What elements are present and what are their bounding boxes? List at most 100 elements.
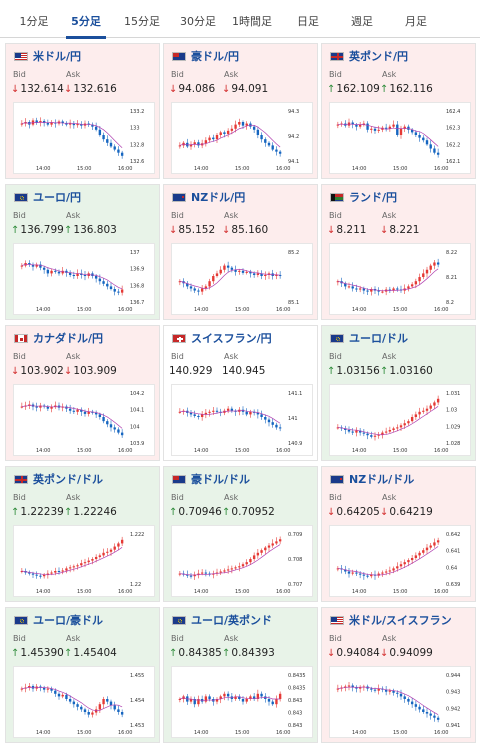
rate-card[interactable]: ユーロ/ドル Bid Ask ↑1.03156 ↑1.03160 1.031 1.03 1.0… [321, 325, 476, 461]
tab-1hour[interactable]: 1時間足 [232, 15, 272, 28]
rate-card[interactable]: ユーロ/豪ドル Bid Ask ↑1.45390 ↑1.45404 1.455 1.454 1… [5, 607, 160, 743]
candle-body [215, 273, 219, 276]
candle-body [223, 265, 226, 270]
au-flag-icon [172, 52, 186, 61]
candlestick-chart[interactable]: 1.031 1.03 1.029 1.028 14:00 15:00 16:00 [329, 384, 471, 456]
y-tick-label: 1.029 [446, 424, 460, 430]
candle-body [436, 152, 440, 155]
candlestick-chart[interactable]: 8.22 8.21 8.2 14:00 15:00 16:00 [329, 243, 471, 315]
candlestick-chart[interactable]: 0.8435 0.8435 0.843 0.843 0.843 14:00 15:00 16:… [171, 666, 313, 738]
bid-value: ↓0.64205 [327, 506, 380, 518]
candle-body [351, 572, 354, 574]
ca-flag-icon [14, 334, 28, 343]
tab-daily[interactable]: 日足 [297, 15, 319, 28]
y-tick-label: 132.8 [130, 142, 144, 148]
candle-body [347, 685, 351, 687]
candle-body [344, 686, 347, 688]
currency-pair-link[interactable]: ユーロ/円 [33, 191, 82, 204]
eu-flag-icon [330, 334, 344, 343]
candle-body [83, 411, 87, 414]
tab-weekly[interactable]: 週足 [351, 15, 373, 28]
currency-pair-link[interactable]: カナダドル/円 [33, 332, 104, 345]
candlestick-chart[interactable]: 0.709 0.708 0.707 14:00 15:00 16:00 [171, 525, 313, 597]
candle-body [433, 262, 436, 266]
bid-value: ↓8.211 [327, 224, 366, 236]
ask-label: Ask [382, 352, 397, 361]
currency-pair-link[interactable]: 米ドル/円 [33, 50, 82, 63]
rate-card[interactable]: ユーロ/英ポンド Bid Ask ↑0.84385 ↑0.84393 0.8435 0.84… [163, 607, 318, 743]
currency-pair-link[interactable]: ユーロ/ドル [349, 332, 409, 345]
candlestick-chart[interactable]: 0.944 0.943 0.942 0.941 14:00 15:00 16:00 [329, 666, 471, 738]
candle-body [91, 124, 94, 127]
candle-body [249, 411, 252, 415]
currency-pair-link[interactable]: ユーロ/英ポンド [191, 614, 273, 627]
candlestick-chart[interactable]: 162.4 162.3 162.2 162.1 14:00 15:00 16:00 [329, 102, 471, 174]
y-tick-label: 141 [288, 416, 298, 422]
currency-pair-link[interactable]: NZドル/ドル [349, 473, 415, 486]
candlestick-chart[interactable]: 137 136.9 136.8 136.7 14:00 15:00 16:00 [13, 243, 155, 315]
bid-label: Bid [329, 493, 342, 502]
up-arrow-icon: ↑ [380, 366, 389, 377]
bid-value: ↑1.22239 [11, 506, 64, 518]
y-tick-label: 141.1 [288, 391, 302, 397]
bid-value: ↓0.94084 [327, 647, 380, 659]
candle-body [204, 696, 208, 702]
rate-card[interactable]: 英ポンド/ドル Bid Ask ↑1.22239 ↑1.22246 1.222 1.22 14… [5, 466, 160, 602]
rate-card[interactable]: 豪ドル/円 Bid Ask ↓94.086 ↓94.091 94.3 94.2 94.1 14:… [163, 43, 318, 179]
rate-card[interactable]: NZドル/ドル Bid Ask ↓0.64205 ↓0.64219 0.642 0.641 0… [321, 466, 476, 602]
currency-pair-link[interactable]: 豪ドル/ドル [191, 473, 251, 486]
currency-pair-link[interactable]: 米ドル/スイスフラン [349, 614, 452, 627]
rate-card[interactable]: 英ポンド/円 Bid Ask ↑162.109 ↑162.116 162.4 162.3 16… [321, 43, 476, 179]
currency-pair-link[interactable]: NZドル/円 [191, 191, 246, 204]
ask-value-text: 0.84393 [231, 647, 275, 659]
currency-pair-link[interactable]: ユーロ/豪ドル [33, 614, 104, 627]
tab-monthly[interactable]: 月足 [405, 15, 427, 28]
candle-body [425, 408, 429, 411]
tab-5min[interactable]: 5分足 [60, 0, 112, 39]
currency-pair-link[interactable]: 豪ドル/円 [191, 50, 240, 63]
rate-card[interactable]: 豪ドル/ドル Bid Ask ↑0.70946 ↑0.70952 0.709 0.708 0.… [163, 466, 318, 602]
candle-body [347, 286, 351, 288]
candle-body [436, 717, 440, 720]
candlestick-chart[interactable]: 133.2 133 132.8 132.6 14:00 15:00 16:00 [13, 102, 155, 174]
candle-body [219, 571, 222, 573]
ask-label: Ask [382, 634, 397, 643]
rate-card[interactable]: ユーロ/円 Bid Ask ↑136.799 ↑136.803 137 136.9 136.8… [5, 184, 160, 320]
x-tick-label: 16:00 [276, 307, 290, 313]
tab-30min[interactable]: 30分足 [180, 15, 216, 28]
rate-card[interactable]: スイスフラン/円 Bid Ask 140.929 140.945 141.1 141 140.… [163, 325, 318, 461]
candle-body [87, 712, 90, 715]
candle-body [425, 140, 429, 145]
chart-svg: 133.2 133 132.8 132.6 14:00 15:00 16:00 [20, 109, 144, 172]
candlestick-chart[interactable]: 0.642 0.641 0.64 0.639 14:00 15:00 16:00 [329, 525, 471, 597]
tab-15min[interactable]: 15分足 [124, 15, 160, 28]
chart-svg: 1.031 1.03 1.029 1.028 14:00 15:00 16:00 [336, 391, 460, 454]
candle-body [418, 277, 421, 282]
candle-body [403, 562, 406, 565]
rate-card[interactable]: ランド/円 Bid Ask ↓8.211 ↓8.221 8.22 8.21 8.2 14:00 1… [321, 184, 476, 320]
candlestick-chart[interactable]: 1.222 1.22 14:00 15:00 16:00 [13, 525, 155, 597]
tab-1min[interactable]: 1分足 [19, 15, 49, 28]
up-arrow-icon: ↑ [222, 507, 231, 518]
rate-card[interactable]: 米ドル/スイスフラン Bid Ask ↓0.94084 ↓0.94099 0.944 0.9… [321, 607, 476, 743]
candlestick-chart[interactable]: 94.3 94.2 94.1 14:00 15:00 16:00 [171, 102, 313, 174]
bid-value: 140.929 [169, 365, 212, 377]
candle-body [68, 699, 72, 702]
currency-pair-link[interactable]: スイスフラン/円 [191, 332, 272, 345]
candle-body [396, 124, 399, 135]
rate-card[interactable]: 米ドル/円 Bid Ask ↓132.614 ↓132.616 133.2 133 132.8… [5, 43, 160, 179]
y-tick-label: 0.8435 [288, 673, 306, 679]
y-tick-label: 1.455 [130, 673, 144, 679]
candlestick-chart[interactable]: 1.455 1.454 1.453 14:00 15:00 16:00 [13, 666, 155, 738]
rate-card[interactable]: NZドル/円 Bid Ask ↓85.152 ↓85.160 85.2 85.1 14:00 1… [163, 184, 318, 320]
rate-card[interactable]: カナダドル/円 Bid Ask ↓103.902 ↓103.909 104.2 104.1 1… [5, 325, 160, 461]
down-arrow-icon: ↓ [327, 507, 336, 518]
currency-pair-link[interactable]: 英ポンド/円 [349, 50, 409, 63]
candlestick-chart[interactable]: 141.1 141 140.9 14:00 15:00 16:00 [171, 384, 313, 456]
candlestick-chart[interactable]: 85.2 85.1 14:00 15:00 16:00 [171, 243, 313, 315]
y-tick-label: 1.028 [446, 441, 460, 447]
currency-pair-link[interactable]: 英ポンド/ドル [33, 473, 104, 486]
x-tick-label: 16:00 [276, 166, 290, 172]
candlestick-chart[interactable]: 104.2 104.1 104 103.9 14:00 15:00 16:00 [13, 384, 155, 456]
currency-pair-link[interactable]: ランド/円 [349, 191, 398, 204]
